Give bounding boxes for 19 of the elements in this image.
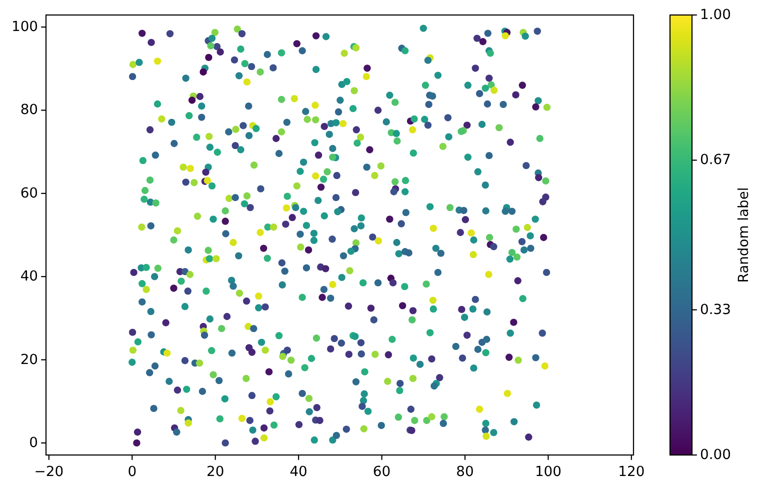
color-bar-label: 0.00 (700, 447, 731, 463)
y-tick-label: 80 (20, 102, 38, 118)
x-tick-label: 40 (290, 464, 308, 480)
x-tick-label: 120 (618, 464, 645, 480)
y-tick-label: 0 (29, 434, 38, 451)
y-tick-label: 60 (20, 185, 38, 202)
y-tick-label: 20 (20, 352, 38, 368)
y-tick-label: 100 (11, 19, 38, 36)
x-tick-label: 80 (456, 464, 474, 480)
x-tick-label: 20 (206, 464, 224, 480)
color-bar-label: 0.33 (700, 302, 731, 318)
x-tick-label: −20 (34, 464, 64, 480)
color-bar-label: 0.67 (700, 152, 731, 168)
x-tick-label: 100 (534, 464, 562, 480)
x-tick-label: 0 (128, 464, 137, 480)
color-bar-title: Random label (736, 187, 752, 283)
y-tick-label: 40 (20, 268, 38, 285)
color-bar-label: 1.00 (700, 7, 731, 23)
x-tick-label: 60 (372, 464, 391, 480)
